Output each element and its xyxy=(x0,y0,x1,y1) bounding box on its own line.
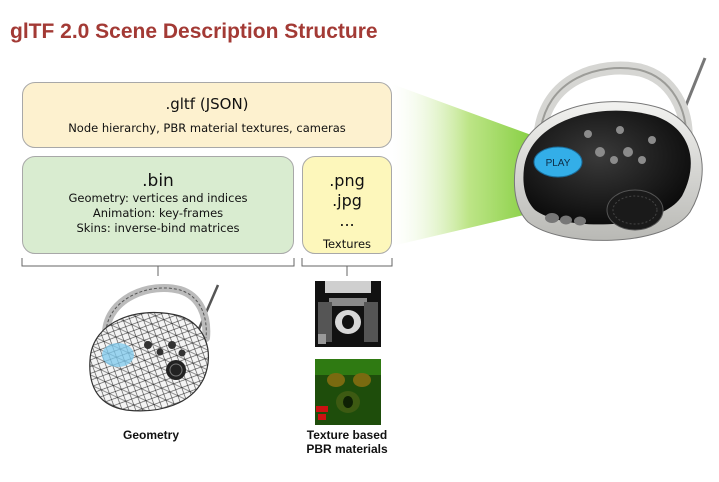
boombox-render: PLAY xyxy=(513,57,707,241)
texture-format-more: ... xyxy=(339,211,355,230)
textures-label: Textures xyxy=(322,237,372,251)
bin-line-skins: Skins: inverse-bind matrices xyxy=(76,221,240,235)
gltf-heading: .gltf (JSON) xyxy=(165,95,249,113)
texture-thumbnail-basecolor xyxy=(315,281,381,347)
projection-beam xyxy=(392,84,545,246)
texture-caption: Texture based PBR materials xyxy=(292,428,402,456)
bin-bracket xyxy=(21,258,295,276)
bin-box: .bin Geometry: vertices and indices Anim… xyxy=(22,156,294,254)
bin-line-animation: Animation: key-frames xyxy=(92,206,224,220)
texture-format-png: .png xyxy=(329,171,365,190)
texture-bracket xyxy=(301,258,393,276)
geometry-caption: Geometry xyxy=(122,428,180,442)
page-title: glTF 2.0 Scene Description Structure xyxy=(10,20,378,43)
texture-caption-line2: PBR materials xyxy=(306,442,388,456)
wireframe-geometry-render xyxy=(89,283,220,412)
gltf-description: Node hierarchy, PBR material textures, c… xyxy=(68,121,346,135)
bin-heading: .bin xyxy=(142,171,174,191)
texture-thumbnail-pbr xyxy=(315,359,381,425)
gltf-json-box: .gltf (JSON) Node hierarchy, PBR materia… xyxy=(22,82,392,148)
textures-box: .png .jpg ... Textures xyxy=(302,156,392,254)
texture-caption-line1: Texture based xyxy=(306,428,388,442)
texture-format-jpg: .jpg xyxy=(332,191,362,210)
play-button-label: PLAY xyxy=(546,158,571,169)
bin-line-geometry: Geometry: vertices and indices xyxy=(68,191,248,205)
